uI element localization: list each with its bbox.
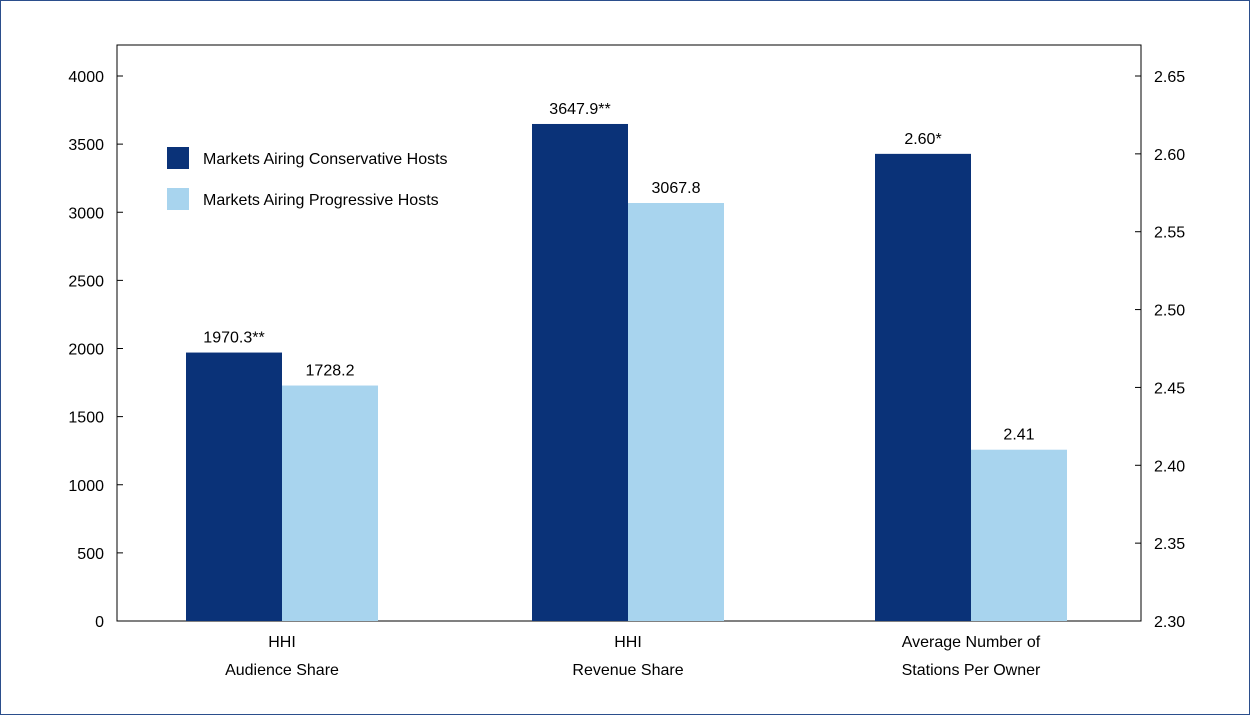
legend-swatch [167,147,189,169]
right-y-axis: 2.30 2.35 2.40 2.45 2.50 2.55 2.60 2.65 [1135,69,1185,631]
bar-series-1-cat-2 [532,123,628,621]
category-label: Stations Per Owner [902,662,1041,679]
bar-series-2-cat-2 [628,203,724,621]
data-label: 1728.2 [306,363,355,380]
data-label: 3067.8 [652,180,701,197]
right-tick-label: 2.65 [1154,69,1185,86]
right-tick-label: 2.40 [1154,458,1185,475]
left-tick-label: 2500 [68,273,104,290]
right-tick-label: 2.50 [1154,303,1185,320]
right-tick-label: 2.45 [1154,380,1185,397]
bar-series-1-cat-3 [875,153,971,621]
category-label: Average Number of [902,634,1041,651]
left-tick-label: 500 [77,546,104,563]
right-tick-label: 2.60 [1154,147,1185,164]
category-label: Audience Share [225,662,339,679]
left-y-axis: 0 500 1000 1500 2000 2500 3000 3500 4000 [68,69,123,631]
category-label: Revenue Share [572,662,683,679]
data-labels: 1970.3** 3647.9** 2.60* 1728.2 3067.8 2.41 [203,101,1034,444]
bar-series-1-cat-1 [186,352,282,621]
legend-swatch [167,188,189,210]
bar-series-2-cat-1 [282,385,378,621]
legend-label: Markets Airing Conservative Hosts [203,151,448,168]
right-tick-label: 2.30 [1154,614,1185,631]
left-tick-label: 0 [95,614,104,631]
right-tick-label: 2.55 [1154,225,1185,242]
category-labels: HHI Audience Share HHI Revenue Share Average… [225,634,1041,679]
data-label: 2.41 [1003,427,1034,444]
bar-series-2-cat-3 [971,449,1067,621]
left-tick-label: 2000 [68,342,104,359]
left-tick-label: 4000 [68,69,104,86]
category-label: HHI [268,634,296,651]
data-label: 2.60* [904,131,941,148]
right-tick-label: 2.35 [1154,536,1185,553]
left-tick-label: 3500 [68,137,104,154]
left-tick-label: 1000 [68,478,104,495]
left-tick-label: 3000 [68,205,104,222]
legend: Markets Airing Conservative Hosts Markets… [167,147,448,210]
data-label: 3647.9** [549,101,610,118]
legend-label: Markets Airing Progressive Hosts [203,192,439,209]
bars [186,123,1067,621]
left-tick-label: 1500 [68,410,104,427]
category-label: HHI [614,634,642,651]
data-label: 1970.3** [203,330,264,347]
